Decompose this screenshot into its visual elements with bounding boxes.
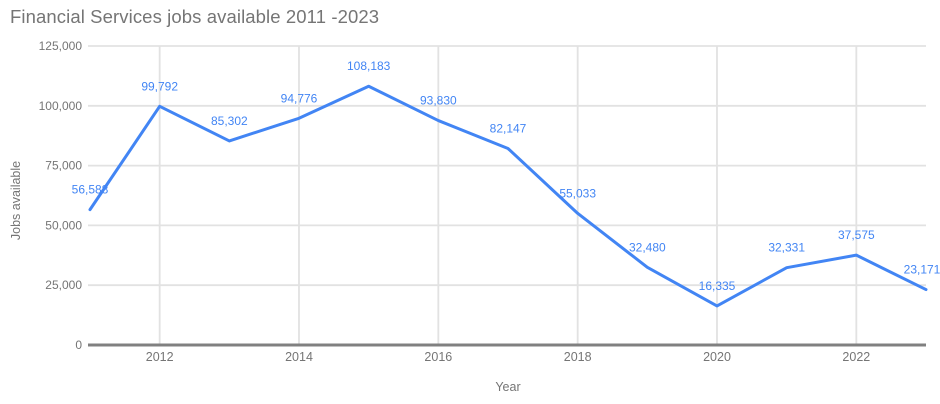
data-label: 16,335 bbox=[699, 279, 736, 293]
y-tick-label: 75,000 bbox=[45, 159, 82, 173]
data-label: 55,033 bbox=[559, 186, 596, 200]
data-label: 82,147 bbox=[490, 122, 527, 136]
x-tick-label: 2016 bbox=[424, 350, 452, 364]
data-label: 23,171 bbox=[904, 263, 940, 277]
data-label: 108,183 bbox=[347, 59, 391, 73]
x-tick-label: 2018 bbox=[564, 350, 592, 364]
y-tick-label: 0 bbox=[75, 338, 82, 352]
y-tick-label: 50,000 bbox=[45, 218, 82, 232]
data-label: 94,776 bbox=[281, 91, 318, 105]
data-label: 32,331 bbox=[768, 241, 805, 255]
x-tick-label: 2022 bbox=[842, 350, 870, 364]
data-label: 37,575 bbox=[838, 228, 875, 242]
data-label: 56,588 bbox=[72, 183, 109, 197]
x-axis-title: Year bbox=[495, 380, 520, 394]
x-tick-label: 2012 bbox=[146, 350, 174, 364]
y-tick-label: 125,000 bbox=[39, 39, 83, 53]
series-line bbox=[88, 84, 928, 308]
y-tick-label: 25,000 bbox=[45, 278, 82, 292]
chart-title: Financial Services jobs available 2011 -… bbox=[10, 6, 380, 27]
y-tick-label: 100,000 bbox=[39, 99, 83, 113]
x-tick-label: 2014 bbox=[285, 350, 313, 364]
data-label: 85,302 bbox=[211, 114, 248, 128]
data-label: 99,792 bbox=[141, 79, 178, 93]
data-label: 32,480 bbox=[629, 240, 666, 254]
data-label: 93,830 bbox=[420, 94, 457, 108]
x-tick-label: 2020 bbox=[703, 350, 731, 364]
y-axis-title: Jobs available bbox=[9, 161, 23, 240]
